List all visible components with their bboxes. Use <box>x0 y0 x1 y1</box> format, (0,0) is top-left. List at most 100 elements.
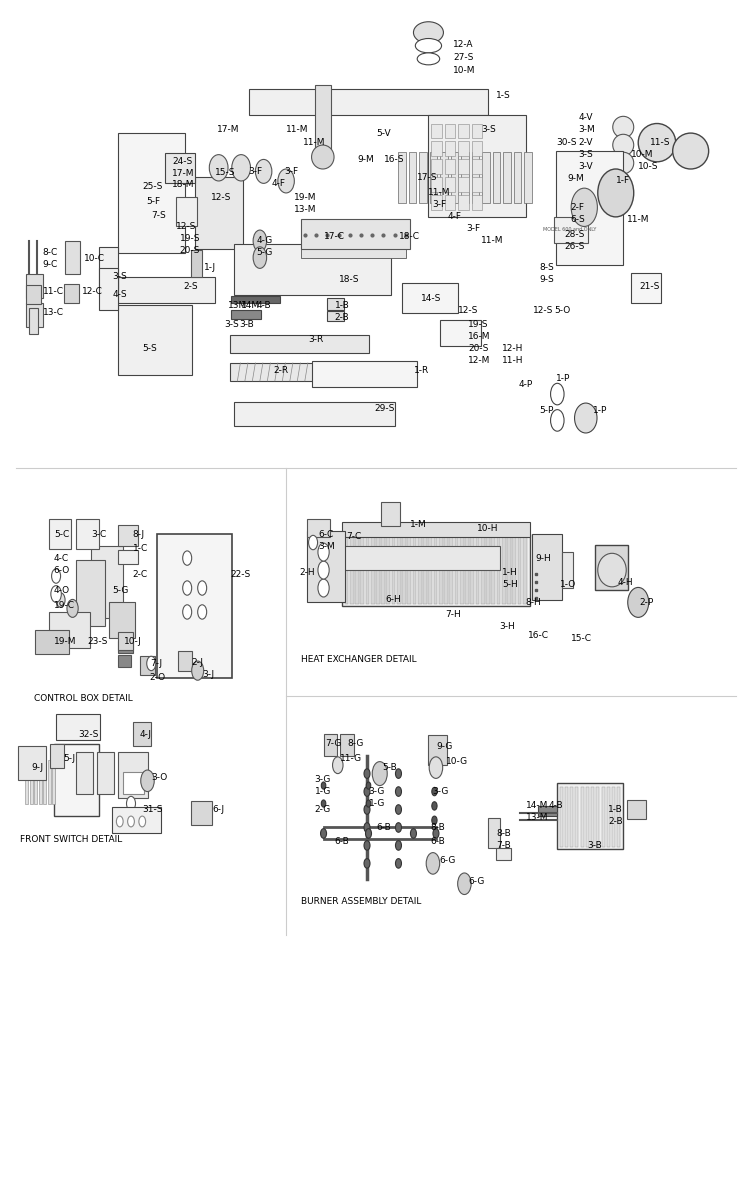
Ellipse shape <box>673 133 708 169</box>
Bar <box>445 160 456 174</box>
Bar <box>48 761 51 804</box>
Bar <box>562 552 573 588</box>
Text: 9-S: 9-S <box>539 275 554 283</box>
Bar <box>459 142 469 156</box>
Text: 11-M: 11-M <box>429 188 451 198</box>
Bar <box>342 534 529 606</box>
Ellipse shape <box>321 782 326 790</box>
Bar <box>99 247 117 289</box>
Text: 10-M: 10-M <box>631 150 653 160</box>
Text: 1-S: 1-S <box>496 91 511 101</box>
Text: 9-M: 9-M <box>567 174 584 184</box>
Text: 7-B: 7-B <box>496 841 511 850</box>
Bar <box>402 536 406 604</box>
Text: 19-S: 19-S <box>180 234 200 242</box>
Text: 3-S: 3-S <box>578 150 593 160</box>
Bar <box>76 518 99 548</box>
Text: 7-H: 7-H <box>445 610 461 619</box>
Text: 1-R: 1-R <box>414 366 429 374</box>
Bar <box>455 536 459 604</box>
Ellipse shape <box>366 782 371 790</box>
Bar <box>26 304 43 328</box>
Text: 3-C: 3-C <box>91 529 107 539</box>
Text: 3-B: 3-B <box>587 841 602 850</box>
Bar <box>117 306 193 374</box>
Text: 6-B: 6-B <box>335 838 350 846</box>
Text: 7-J: 7-J <box>150 659 162 668</box>
Text: 5-J: 5-J <box>63 754 75 762</box>
Bar <box>607 787 610 847</box>
Text: 8-B: 8-B <box>431 823 445 832</box>
Text: 13-M: 13-M <box>526 814 548 822</box>
Bar <box>524 152 532 203</box>
Ellipse shape <box>209 155 228 181</box>
Bar <box>445 124 456 138</box>
Text: 3-G: 3-G <box>368 787 385 796</box>
Text: 11-M: 11-M <box>481 236 503 245</box>
Text: 18-M: 18-M <box>172 180 195 190</box>
Ellipse shape <box>332 757 343 774</box>
Text: 25-S: 25-S <box>142 182 162 192</box>
Bar <box>432 178 442 192</box>
Bar <box>445 142 456 156</box>
Text: 5-F: 5-F <box>146 197 160 206</box>
Bar <box>491 536 495 604</box>
Text: 3-G: 3-G <box>432 787 448 796</box>
Bar <box>56 714 99 740</box>
Text: 8-C: 8-C <box>43 248 58 257</box>
Text: 6-B: 6-B <box>376 823 391 832</box>
Bar <box>323 734 337 756</box>
Text: 5-V: 5-V <box>376 128 390 138</box>
Bar <box>365 536 369 604</box>
Text: 11-M: 11-M <box>302 138 325 148</box>
Bar <box>392 536 396 604</box>
Text: 6-S: 6-S <box>571 215 586 223</box>
Bar <box>472 124 482 138</box>
Bar <box>97 752 114 794</box>
Ellipse shape <box>372 762 387 786</box>
Text: 9-M: 9-M <box>357 155 374 164</box>
Text: 15-C: 15-C <box>571 634 592 643</box>
Text: 10-S: 10-S <box>638 162 659 172</box>
Text: 3-R: 3-R <box>308 335 324 343</box>
Bar <box>376 536 380 604</box>
Text: 2-V: 2-V <box>578 138 593 148</box>
Bar <box>441 152 448 203</box>
Ellipse shape <box>432 787 437 796</box>
Text: 11-M: 11-M <box>286 125 308 134</box>
Text: 3-B: 3-B <box>240 320 254 329</box>
Text: 19-M: 19-M <box>293 193 316 203</box>
Ellipse shape <box>232 155 250 181</box>
Bar <box>344 536 348 604</box>
Bar <box>76 560 105 626</box>
Bar <box>429 536 432 604</box>
Bar <box>429 115 526 217</box>
Bar <box>570 787 573 847</box>
Bar <box>76 752 92 794</box>
Bar <box>432 142 442 156</box>
Text: 12-M: 12-M <box>468 356 490 365</box>
Text: 2-G: 2-G <box>314 805 331 814</box>
Bar <box>50 744 64 768</box>
Bar <box>565 787 568 847</box>
Ellipse shape <box>318 544 329 562</box>
Bar <box>327 312 344 322</box>
Bar <box>117 550 138 564</box>
Text: 2-B: 2-B <box>335 313 350 322</box>
Text: 5-G: 5-G <box>256 248 272 257</box>
Bar <box>432 160 442 174</box>
Bar <box>460 536 464 604</box>
Bar <box>232 296 280 304</box>
Text: 6-O: 6-O <box>54 565 70 575</box>
Bar <box>340 734 353 756</box>
Bar <box>117 655 131 667</box>
Text: 17-S: 17-S <box>417 173 438 182</box>
Bar <box>612 787 615 847</box>
Text: 2-J: 2-J <box>191 658 203 667</box>
Text: 2-S: 2-S <box>183 282 198 290</box>
Bar <box>488 818 499 848</box>
Text: MODEL 600 and ONLY: MODEL 600 and ONLY <box>543 227 596 233</box>
Bar <box>554 217 588 244</box>
Ellipse shape <box>550 383 564 404</box>
Text: 3-F: 3-F <box>249 167 262 176</box>
